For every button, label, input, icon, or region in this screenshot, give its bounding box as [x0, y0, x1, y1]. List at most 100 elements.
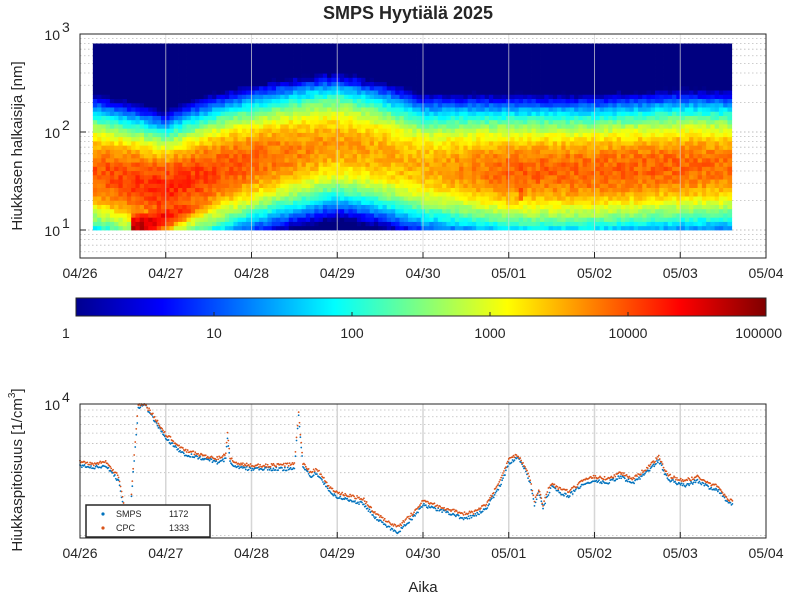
heatmap-cell — [161, 124, 166, 129]
heatmap-cell — [557, 119, 562, 125]
heatmap-cell — [280, 132, 285, 138]
heatmap-cell — [344, 107, 349, 112]
heatmap-cell — [531, 64, 537, 70]
heatmap-cell — [454, 174, 460, 180]
heatmap-cell — [114, 153, 119, 159]
heatmap-cell — [569, 85, 575, 91]
heatmap-cell — [118, 204, 124, 210]
heatmap-cell — [169, 140, 175, 146]
heatmap-cell — [569, 140, 575, 146]
heatmap-cell — [527, 217, 532, 222]
heatmap-cell — [552, 170, 558, 176]
heatmap-cell — [178, 124, 183, 129]
heatmap-cell — [467, 47, 473, 53]
heatmap-cell — [267, 187, 273, 193]
heatmap-cell — [565, 153, 571, 159]
heatmap-cell — [199, 102, 204, 108]
heatmap-cell — [297, 200, 302, 205]
heatmap-cell — [425, 213, 430, 218]
heatmap-cell — [143, 77, 149, 83]
heatmap-cell — [267, 136, 273, 142]
heatmap-cell — [518, 124, 524, 129]
heatmap-cell — [280, 166, 285, 172]
heatmap-cell — [382, 73, 388, 78]
heatmap-cell — [135, 204, 141, 210]
heatmap-cell — [250, 77, 256, 83]
heatmap-cell — [531, 81, 537, 87]
heatmap-cell — [493, 107, 498, 112]
heatmap-cell — [135, 145, 141, 150]
heatmap-cell — [523, 191, 528, 197]
heatmap-cell — [199, 153, 204, 159]
heatmap-cell — [250, 179, 256, 184]
heatmap-cell — [263, 204, 268, 210]
heatmap-cell — [412, 64, 417, 70]
heatmap-cell — [557, 140, 562, 146]
heatmap-cell — [510, 174, 515, 180]
heatmap-cell — [237, 81, 243, 87]
heatmap-cell — [148, 174, 153, 180]
heatmap-cell — [548, 213, 554, 218]
heatmap-cell — [416, 204, 422, 210]
heatmap-cell — [178, 73, 183, 78]
heatmap-cell — [412, 94, 417, 99]
heatmap-cell — [92, 204, 98, 210]
heatmap-cell — [199, 204, 204, 210]
heatmap-cell — [165, 196, 170, 201]
heatmap-cell — [207, 132, 213, 138]
heatmap-cell — [241, 56, 247, 61]
heatmap-cell — [97, 119, 102, 125]
heatmap-cell — [169, 191, 175, 197]
heatmap-cell — [442, 179, 447, 184]
heatmap-cell — [212, 128, 217, 133]
heatmap-cell — [114, 162, 119, 167]
heatmap-cell — [412, 213, 417, 218]
heatmap-cell — [471, 162, 477, 167]
heatmap-cell — [356, 98, 362, 104]
heatmap-cell — [276, 213, 281, 218]
heatmap-cell — [284, 64, 290, 70]
heatmap-cell — [186, 162, 192, 167]
heatmap-cell — [190, 217, 196, 222]
heatmap-cell — [165, 145, 170, 150]
heatmap-cell — [139, 153, 145, 159]
heatmap-cell — [203, 140, 209, 146]
heatmap-cell — [395, 136, 400, 142]
heatmap-cell — [352, 217, 358, 222]
heatmap-cell — [348, 51, 354, 57]
heatmap-cell — [454, 136, 460, 142]
heatmap-cell — [446, 183, 452, 189]
heatmap-cell — [403, 204, 409, 210]
heatmap-cell — [510, 77, 515, 83]
heatmap-cell — [356, 81, 362, 87]
heatmap-cell — [412, 43, 417, 49]
heatmap-cell — [565, 140, 571, 146]
heatmap-cell — [322, 73, 328, 78]
heatmap-cell — [195, 132, 200, 138]
heatmap-cell — [493, 208, 498, 214]
heatmap-cell — [135, 225, 141, 231]
heatmap-cell — [135, 140, 141, 146]
heatmap-cell — [527, 200, 532, 205]
heatmap-cell — [131, 200, 136, 205]
heatmap-cell — [356, 60, 362, 66]
heatmap-cell — [199, 124, 204, 129]
heatmap-cell — [250, 153, 256, 159]
heatmap-cell — [186, 153, 192, 159]
heatmap-cell — [557, 204, 562, 210]
heatmap-cell — [288, 47, 294, 53]
heatmap-cell — [318, 85, 324, 91]
heatmap-cell — [493, 149, 498, 155]
heatmap-cell — [488, 68, 494, 74]
heatmap-cell — [101, 94, 107, 99]
heatmap-cell — [92, 64, 98, 70]
heatmap-cell — [148, 140, 153, 146]
heatmap-cell — [510, 213, 515, 218]
heatmap-cell — [190, 124, 196, 129]
heatmap-cell — [365, 162, 371, 167]
heatmap-cell — [335, 124, 341, 129]
heatmap-cell — [361, 124, 366, 129]
heatmap-cell — [297, 149, 302, 155]
heatmap-cell — [220, 204, 226, 210]
heatmap-cell — [412, 107, 417, 112]
